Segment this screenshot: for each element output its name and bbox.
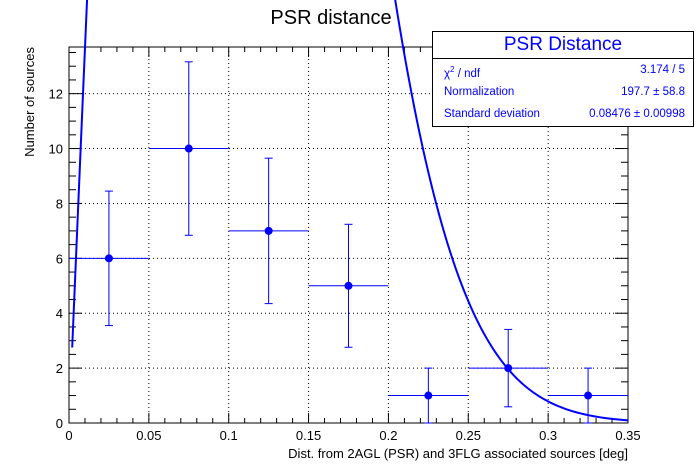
stats-row-normalization: Normalization 197.7 ± 58.8 <box>433 81 693 103</box>
y-tick-label: 10 <box>49 142 63 157</box>
axis-ticks: 0 0.05 0.1 0.15 0.2 0.25 0.3 0.35 0 2 4 6 8 10 12 <box>49 47 641 443</box>
x-tick-label: 0 <box>65 428 72 443</box>
data-points <box>69 61 628 424</box>
chart-title: PSR distance <box>270 7 391 29</box>
y-tick-label: 2 <box>56 361 63 376</box>
data-point <box>548 367 628 424</box>
data-marker <box>264 226 273 235</box>
fit-layer <box>71 0 629 422</box>
x-tick-label: 0.05 <box>136 428 161 443</box>
y-tick-label: 12 <box>49 87 63 102</box>
chi2-ndf-text: / ndf <box>454 67 481 80</box>
stats-box-title: PSR Distance <box>433 32 693 59</box>
std-deviation-label: Standard deviation <box>444 108 540 120</box>
stats-box: PSR Distance χ2 / ndf 3.174 / 5 Normaliz… <box>432 31 694 127</box>
grid <box>69 47 628 423</box>
y-tick-label: 4 <box>56 306 63 321</box>
data-marker <box>424 391 433 400</box>
data-point <box>388 367 469 424</box>
x-tick-label: 0.35 <box>615 428 640 443</box>
data-marker <box>344 281 353 290</box>
std-deviation-value: 0.08476 ± 0.00998 <box>589 108 685 120</box>
x-tick-label: 0.15 <box>296 428 321 443</box>
stats-row-chi2: χ2 / ndf 3.174 / 5 <box>433 59 693 81</box>
data-point <box>148 61 229 236</box>
data-point <box>308 223 389 348</box>
data-point <box>69 190 149 327</box>
x-tick-label: 0.25 <box>456 428 481 443</box>
data-point <box>228 157 309 305</box>
data-marker <box>584 391 593 400</box>
data-marker <box>184 144 193 153</box>
x-axis-label: Dist. from 2AGL (PSR) and 3FLG associate… <box>288 446 628 461</box>
fit-curve <box>71 0 629 422</box>
y-tick-label: 6 <box>56 251 63 266</box>
chi2-label: χ2 / ndf <box>444 59 480 85</box>
normalization-label: Normalization <box>444 86 515 98</box>
chi2-symbol: χ <box>444 67 451 80</box>
data-marker <box>104 254 113 263</box>
chi2-value: 3.174 / 5 <box>640 64 685 76</box>
stats-row-std: Standard deviation 0.08476 ± 0.00998 <box>433 103 693 125</box>
chi2-superscript: 2 <box>450 65 455 74</box>
x-tick-label: 0.3 <box>539 428 557 443</box>
plot-frame <box>68 46 629 424</box>
data-marker <box>504 364 513 373</box>
x-tick-label: 0.1 <box>220 428 238 443</box>
y-tick-label: 8 <box>56 196 63 211</box>
y-axis-label: Number of sources <box>22 47 37 157</box>
data-point <box>468 328 549 408</box>
x-tick-label: 0.2 <box>379 428 397 443</box>
normalization-value: 197.7 ± 58.8 <box>621 86 685 98</box>
y-tick-label: 0 <box>56 416 63 431</box>
